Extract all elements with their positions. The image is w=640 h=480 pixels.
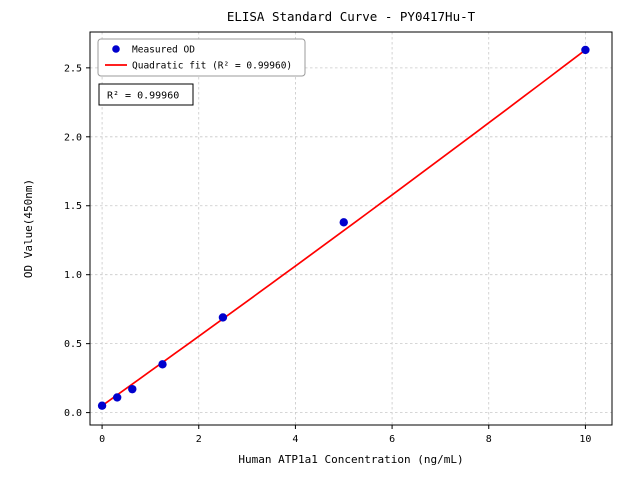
r-squared-annotation: R² = 0.99960: [98, 83, 194, 106]
y-tick-label: 2.0: [64, 132, 82, 143]
x-tick-label: 8: [486, 434, 492, 445]
y-tick-label: 0.0: [64, 408, 82, 419]
data-point: [97, 401, 107, 410]
x-tick-label: 4: [292, 434, 298, 445]
x-axis-label: Human ATP1a1 Concentration (ng/mL): [238, 453, 463, 466]
axes-frame: [89, 31, 613, 426]
x-tick-label: 6: [389, 434, 395, 445]
x-tick-label: 0: [99, 434, 105, 445]
data-point: [158, 360, 167, 369]
data-point: [581, 45, 590, 55]
fit-line: [101, 49, 586, 407]
data-point: [218, 313, 228, 322]
data-point: [339, 218, 348, 227]
y-tick-label: 1.0: [64, 270, 82, 281]
y-tick-label: 0.5: [64, 339, 82, 350]
legend: Measured OD Quadratic fit (R² = 0.99960): [97, 38, 306, 77]
chart-title: ELISA Standard Curve - PY0417Hu-T: [227, 9, 476, 24]
x-tick-label: 2: [196, 434, 202, 445]
legend-label-measured: Measured OD: [132, 45, 195, 56]
annotation-text: R² = 0.99960: [107, 91, 179, 102]
y-tick-label: 2.5: [64, 63, 82, 74]
y-axis-label: OD Value(450nm): [22, 179, 35, 278]
legend-label-fit: Quadratic fit (R² = 0.99960): [132, 61, 292, 72]
data-point: [112, 393, 122, 402]
data-point: [128, 384, 137, 394]
x-tick-label: 10: [579, 434, 591, 445]
legend-box: [97, 38, 306, 77]
annotation-box: [98, 83, 194, 106]
legend-marker-dot: [112, 45, 120, 53]
y-tick-label: 1.5: [64, 201, 82, 212]
